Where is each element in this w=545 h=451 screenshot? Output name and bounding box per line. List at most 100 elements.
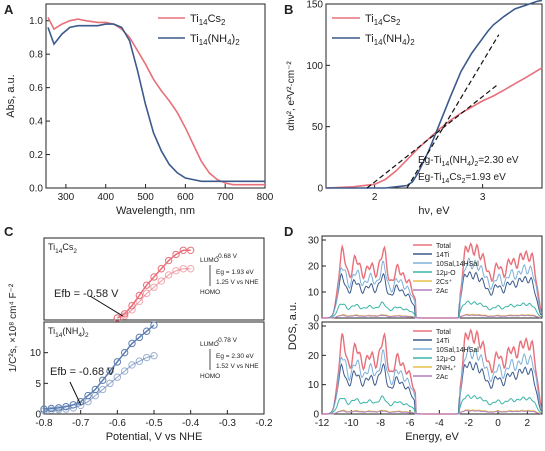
- panel-letter-a: A: [4, 2, 14, 17]
- panel-c-bottom-point: [142, 353, 151, 362]
- panel-c-top-lumo: LUMO: [200, 257, 219, 264]
- panel-d-xtick-label: -8: [376, 418, 385, 429]
- panel-c-bottom-point: [106, 367, 114, 375]
- panel-letter-c: C: [4, 224, 14, 239]
- panel-b-xlabel: hν, eV: [418, 205, 450, 217]
- panel-c-bottom-point: [142, 327, 151, 335]
- panel-c-bottom-point: [113, 373, 122, 381]
- panel-c-top-efb-label: Efb = -0.58 V: [54, 288, 119, 300]
- panel-c-bottom-point: [62, 405, 70, 413]
- panel-c-bottom-point: [150, 352, 158, 360]
- panel-c-bottom-point: [128, 339, 136, 348]
- panel-c-top-point: [179, 246, 188, 255]
- panel-d-xtick-label: -10: [344, 418, 359, 429]
- panel-a-series-2: [47, 23, 265, 183]
- panel-letter-b: B: [284, 2, 293, 17]
- panel-d-bottom-ytick-label: 30: [308, 322, 320, 333]
- panel-d-bottom-legend-label: Total: [436, 329, 451, 336]
- panel-c-bottom-point: [120, 348, 129, 357]
- panel-c-top-point: [142, 281, 151, 289]
- panel-c-bottom-point: [40, 407, 48, 415]
- panel-letter-d: D: [284, 224, 293, 239]
- panel-a-chart: 300 400 500 600 700 800 0.0 0.2 0.4 0.6 0.8 1.0 Wave…: [5, 3, 274, 217]
- panel-a-xtick-label: 500: [137, 192, 154, 203]
- panel-c-bottom-point: [69, 404, 78, 412]
- panel-c-bottom-homo-value: 1.52 V vs NHE: [216, 363, 259, 370]
- panel-d-xtick-label: -2: [464, 418, 473, 429]
- panel-c-ytick-label: 10: [30, 348, 42, 359]
- panel-d-ylabel: DOS, a.u.: [287, 302, 299, 350]
- panel-a-ylabel: Abs, a.u.: [5, 74, 17, 117]
- panel-c-top-point: [186, 265, 195, 273]
- panel-a-frame: [45, 3, 266, 189]
- panel-d-bottom-ytick-label: 10: [308, 380, 320, 391]
- panel-a-xtick-label: 700: [217, 192, 234, 203]
- panel-b-ylabel: αhν², e²V²·cm⁻²: [286, 61, 297, 131]
- panel-c-top-lumo-value: -0.68 V: [216, 253, 238, 260]
- panel-d-top-legend-label: 2Cs⁺: [436, 279, 452, 286]
- panel-c-top-homo-value: 1.25 V vs NHE: [216, 279, 259, 286]
- panel-c-bottom-lumo-value: -0.78 V: [216, 337, 238, 344]
- panel-d-xlabel: Energy, eV: [405, 431, 459, 443]
- panel-c-top-homo: HOMO: [200, 289, 220, 296]
- panel-b-fit-line-1: [366, 83, 500, 189]
- panel-b-xtick-label: 2: [372, 192, 378, 203]
- panel-d-top-ytick-label: 30: [308, 236, 320, 247]
- panel-c-bottom-point: [135, 357, 144, 365]
- panel-c-xtick-label: -0.2: [255, 418, 273, 429]
- panel-c-top-point: [172, 250, 180, 259]
- panel-c-top-point: [135, 297, 144, 306]
- panel-b-ytick-label: 0: [317, 184, 323, 195]
- panel-c-xtick-label: -0.4: [182, 418, 200, 429]
- panel-b-frame: [325, 3, 543, 189]
- panel-c-xtick-label: -0.7: [72, 418, 90, 429]
- panel-c-bottom-point: [128, 361, 136, 369]
- panel-c-top-point: [150, 273, 158, 281]
- panel-b-xtick-label: 3: [480, 192, 486, 203]
- panel-d-top-ytick-label: 0: [313, 314, 319, 325]
- panel-c-top-point: [157, 265, 166, 273]
- panel-b-annotation: Eg-Ti14Cs2=1.93 eV: [418, 172, 506, 185]
- panel-c-top-point: [179, 265, 188, 273]
- panel-c-xtick-label: -0.5: [145, 418, 163, 429]
- panel-c-top-eg: Eg = 1.93 eV: [216, 269, 254, 276]
- panel-c-bottom-eg: Eg = 2.30 eV: [216, 353, 254, 360]
- panel-c-bottom-point: [62, 402, 70, 411]
- panel-a-ytick-label: 0.0: [29, 184, 43, 195]
- panel-c-bottom-point: [150, 321, 158, 329]
- panel-d-top-series-3: [322, 257, 542, 319]
- panel-c-ytick-label: 5: [35, 379, 41, 390]
- panel-b-annotation: Eg-Ti14(NH4)2=2.30 eV: [418, 155, 519, 168]
- panel-c-top-point: [113, 314, 122, 322]
- panel-b-legend-label: Ti14(NH4)2: [365, 33, 415, 47]
- panel-c-bottom-homo: HOMO: [200, 373, 220, 380]
- panel-c-top-point: [128, 306, 136, 314]
- panel-d-top-ytick-label: 20: [308, 262, 320, 273]
- panel-d-bottom-legend-label: 2NH₄⁺: [436, 365, 457, 372]
- panel-d-xtick-label: 2: [525, 418, 531, 429]
- panel-c-top-point: [120, 312, 129, 320]
- panel-d-top-legend-label: 2Ac: [436, 288, 449, 295]
- panel-d-bottom-legend-label: 14Ti: [436, 338, 450, 345]
- panel-c-top-point: [164, 256, 173, 265]
- panel-c-xtick-label: -0.6: [109, 418, 127, 429]
- panel-a-series-1: [47, 17, 265, 186]
- panel-c-xtick-label: -0.8: [35, 418, 53, 429]
- panel-b-chart: 2 3 0 50 100 150 hν, eV αhν², e²V²·cm⁻² Ti14Cs2 T…: [286, 0, 543, 217]
- panel-a-xtick-label: 400: [97, 192, 114, 203]
- panel-c-top-label: Ti14Cs2: [48, 242, 77, 255]
- panel-d-bottom-ytick-label: 20: [308, 351, 320, 362]
- panel-b-ytick-label: 100: [306, 61, 323, 72]
- panel-c-top-point: [186, 246, 195, 255]
- panel-c-bottom-label: Ti14(NH4)2: [48, 326, 89, 339]
- panel-d-bottom-legend-label: 10Sal,14HSal: [436, 347, 479, 354]
- panel-b-fit-line-2: [406, 34, 500, 189]
- panel-c-xtick-label: -0.3: [219, 418, 237, 429]
- panel-d-bottom-series-2: [322, 360, 542, 415]
- panel-c-bottom-point: [113, 358, 122, 366]
- panel-d-top-series-2: [322, 270, 542, 319]
- panel-d-top-ytick-label: 10: [308, 288, 320, 299]
- panel-c-top-point: [142, 289, 151, 298]
